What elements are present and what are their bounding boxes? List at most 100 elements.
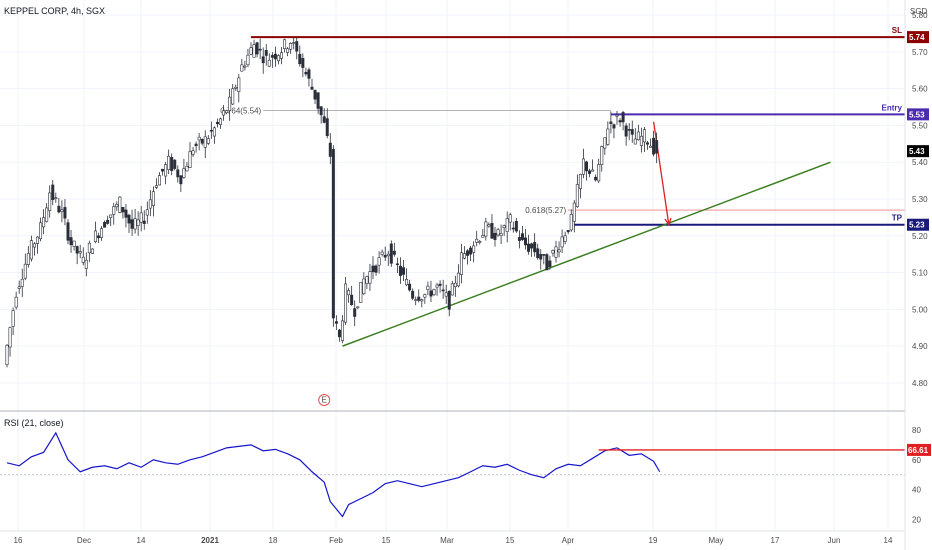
candle-body (173, 159, 177, 169)
candle-body (466, 250, 470, 256)
candle-body (194, 143, 198, 147)
candle-body (103, 221, 107, 228)
candle-body (408, 283, 412, 291)
candle-body (411, 290, 415, 299)
candle-body (359, 282, 363, 303)
candle-body (206, 138, 210, 144)
price-badge-text: 5.23 (909, 221, 925, 230)
candle-body (636, 131, 640, 141)
projection-arrow-head (664, 217, 672, 227)
candle-body (630, 129, 634, 135)
candle-body (66, 222, 70, 241)
candle-body (145, 209, 149, 216)
chart-title: KEPPEL CORP, 4h, SGX (4, 6, 105, 16)
candle-body (142, 220, 146, 224)
rsi-tick-label: 20 (912, 516, 921, 525)
candle-body (42, 217, 46, 228)
candle-body (362, 278, 366, 295)
candle-body (478, 241, 482, 243)
candle-body (81, 256, 85, 263)
candle-body (286, 48, 290, 53)
time-tick-label: 19 (649, 536, 658, 545)
candle-body (475, 238, 479, 243)
candle-body (115, 203, 119, 208)
candle-body (14, 296, 18, 308)
candle-body (264, 50, 268, 56)
candle-body (179, 175, 183, 185)
candle-body (240, 64, 244, 72)
candle-body (54, 197, 58, 199)
candle-body (298, 53, 302, 65)
candle-body (441, 289, 445, 292)
earnings-event-label: E (322, 396, 327, 405)
candle-body (450, 283, 454, 296)
candle-layer (5, 37, 659, 368)
candle-body (100, 228, 104, 238)
rsi-layer (0, 431, 905, 518)
candle-body (93, 230, 97, 242)
level-label-sl: SL (892, 26, 902, 35)
candle-body (380, 251, 384, 255)
candle-body (139, 212, 143, 223)
price-badge-text: 5.74 (909, 33, 925, 42)
time-tick-label: Apr (562, 536, 575, 545)
candle-body (255, 42, 259, 55)
candle-body (578, 174, 582, 189)
candle-body (649, 145, 653, 148)
candle-body (462, 253, 466, 259)
candle-body (118, 196, 122, 213)
candle-body (295, 41, 299, 52)
candle-body (398, 265, 402, 276)
candle-body (405, 279, 409, 286)
time-tick-label: Mar (440, 536, 454, 545)
candle-body (234, 86, 238, 89)
candle-body (304, 72, 308, 75)
candle-body (557, 249, 561, 253)
candle-body (90, 248, 94, 254)
candle-body (182, 168, 186, 178)
candle-body (508, 214, 512, 223)
rsi-value-badge (907, 443, 931, 456)
price-tick-label: 5.80 (912, 11, 928, 20)
candle-body (606, 128, 610, 145)
candle-body (389, 243, 393, 264)
candle-body (499, 233, 503, 236)
grid-layer (0, 0, 905, 531)
candle-body (505, 218, 509, 233)
candle-body (453, 282, 457, 288)
candle-body (383, 254, 387, 258)
candle-body (627, 129, 631, 131)
fib-label: 0.764(5.54) (220, 107, 261, 116)
candle-body (161, 168, 165, 172)
candle-body (32, 243, 36, 248)
candle-body (130, 219, 134, 229)
candle-body (548, 260, 552, 267)
candle-body (563, 235, 567, 242)
candle-body (621, 112, 625, 123)
candle-body (45, 207, 49, 222)
time-tick-label: 14 (884, 536, 893, 545)
candle-body (368, 271, 372, 284)
candle-body (645, 142, 649, 145)
candle-body (225, 110, 229, 114)
time-tick-label: 2021 (201, 536, 219, 545)
candle-body (39, 222, 43, 239)
candle-body (572, 202, 576, 222)
support-trendline (342, 161, 831, 347)
candle-body (496, 229, 500, 236)
candle-body (127, 214, 131, 224)
time-tick-label: May (708, 536, 723, 545)
candle-body (124, 209, 128, 218)
candle-body (609, 121, 613, 124)
candle-body (148, 199, 152, 209)
candle-body (447, 290, 451, 310)
candle-body (334, 321, 338, 324)
price-tick-label: 5.30 (912, 195, 928, 204)
candle-body (652, 137, 656, 155)
candle-body (176, 169, 180, 178)
time-tick-label: 14 (137, 536, 146, 545)
candle-body (639, 135, 643, 146)
candle-body (23, 263, 27, 279)
candle-body (26, 253, 30, 265)
